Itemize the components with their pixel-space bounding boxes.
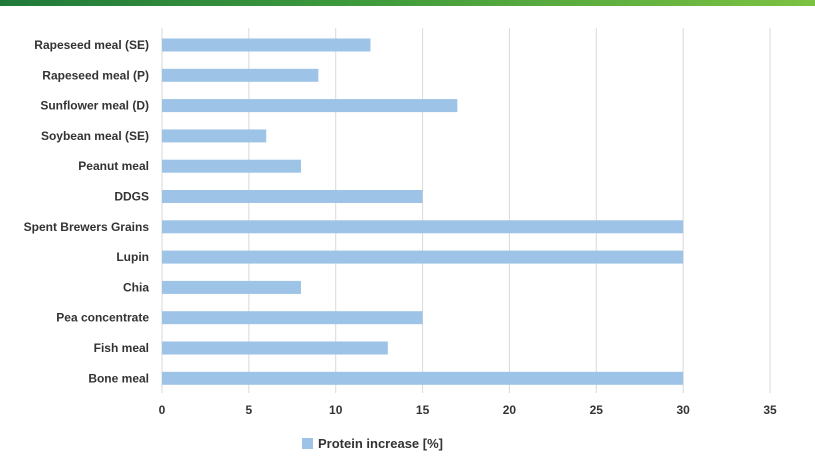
- x-tick-label: 30: [676, 403, 690, 417]
- bar: [162, 341, 388, 355]
- category-label: Chia: [123, 280, 149, 294]
- category-label: Rapeseed meal (SE): [34, 38, 149, 52]
- bar: [162, 159, 301, 173]
- category-label: Peanut meal: [78, 159, 149, 173]
- x-tick-label: 25: [590, 403, 604, 417]
- category-label: Pea concentrate: [56, 311, 149, 325]
- x-axis-ticks: 0 5 10 15 20 25 30 35: [159, 403, 777, 417]
- category-label: Sunflower meal (D): [40, 99, 149, 113]
- category-label: Fish meal: [94, 341, 149, 355]
- bar: [162, 68, 319, 82]
- bar: [162, 250, 684, 264]
- category-label: Soybean meal (SE): [41, 129, 149, 143]
- legend-swatch: [302, 438, 313, 449]
- bar: [162, 311, 423, 325]
- bar: [162, 99, 458, 113]
- x-tick-label: 5: [246, 403, 253, 417]
- bars: [162, 38, 684, 385]
- legend-label: Protein increase [%]: [318, 436, 443, 451]
- bar: [162, 38, 371, 52]
- x-tick-label: 10: [329, 403, 343, 417]
- category-label: Bone meal: [88, 371, 149, 385]
- category-label: Spent Brewers Grains: [24, 220, 150, 234]
- category-label: Lupin: [116, 250, 149, 264]
- x-tick-label: 20: [503, 403, 517, 417]
- bar: [162, 280, 301, 294]
- bar: [162, 371, 684, 385]
- bar: [162, 129, 267, 143]
- category-label: Rapeseed meal (P): [42, 68, 149, 82]
- category-label: DDGS: [114, 190, 149, 204]
- x-tick-label: 0: [159, 403, 166, 417]
- x-tick-label: 35: [763, 403, 777, 417]
- category-labels: Rapeseed meal (SE) Rapeseed meal (P) Sunfl…: [24, 38, 150, 385]
- bar: [162, 190, 423, 203]
- bar: [162, 220, 684, 234]
- x-tick-label: 15: [416, 403, 430, 417]
- grid-lines: [161, 28, 771, 393]
- legend: Protein increase [%]: [302, 436, 443, 451]
- header-accent-bar: [0, 0, 815, 6]
